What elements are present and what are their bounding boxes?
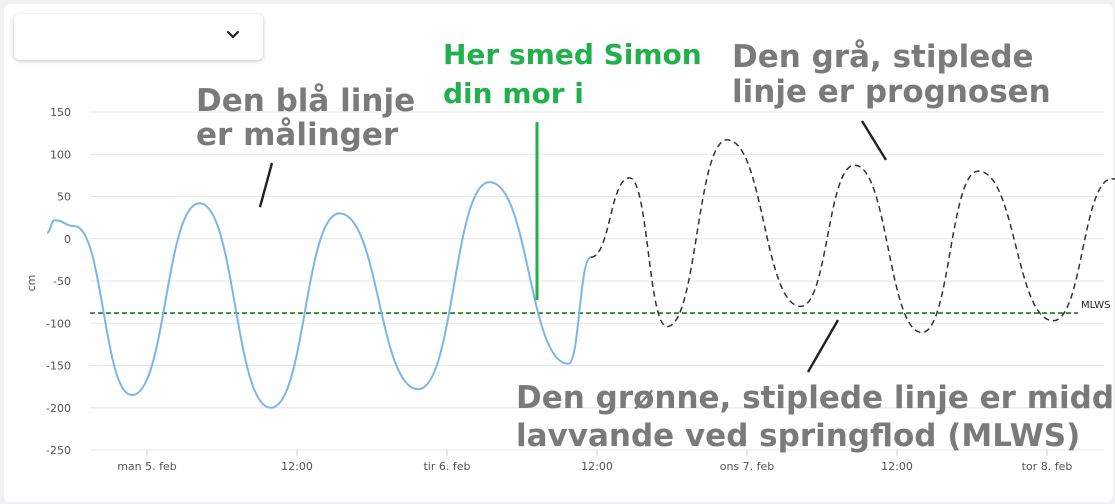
y-tick-label: -100 (46, 317, 71, 330)
annotation-pointer (860, 120, 888, 161)
grid-lines (90, 111, 1104, 451)
forecast-series-line (590, 139, 1115, 334)
x-tick-label: ons 7. feb (720, 460, 775, 473)
y-tick-label: -250 (46, 444, 71, 457)
annotation-text: Den blå linje (196, 83, 415, 119)
y-tick-label: -150 (46, 360, 71, 373)
annotation-text: linje er prognosen (732, 74, 1051, 110)
y-tick-label: 0 (64, 233, 71, 246)
y-tick-label: -200 (46, 402, 71, 415)
x-tick-label: 12:00 (581, 460, 613, 473)
reference-lines: MLWS (90, 300, 1111, 314)
y-axis-ticks: 150 100 50 0 -50 -100 -150 -200 -250 (46, 106, 71, 457)
x-axis-ticks: man 5. feb 12:00 tir 6. feb 12:00 ons 7. feb… (117, 450, 1073, 473)
x-tick-label: man 5. feb (117, 460, 177, 473)
x-tick-label: 12:00 (281, 460, 313, 473)
annotation-pointers (258, 120, 888, 373)
y-tick-label: -50 (53, 275, 71, 288)
mlws-label: MLWS (1081, 300, 1111, 311)
annotation-text: er målinger (196, 117, 399, 153)
x-tick-label: 12:00 (881, 460, 913, 473)
annotation-text: Her smed Simon (443, 38, 702, 71)
chevron-down-icon[interactable] (225, 27, 241, 43)
y-tick-label: 150 (50, 106, 71, 119)
annotation-text: Den grønne, stiplede linje er middel- (516, 380, 1115, 416)
annotation-pointer (258, 162, 274, 208)
annotation-text: lavvande ved springflod (MLWS) (516, 418, 1080, 454)
annotation-pointer (806, 319, 840, 373)
y-tick-label: 100 (50, 148, 71, 161)
x-tick-label: tor 8. feb (1022, 460, 1073, 473)
series-lines (46, 139, 1115, 409)
chart-card (4, 4, 1113, 502)
measured-series-line (46, 181, 592, 409)
annotation-text: din mor i (443, 77, 584, 110)
x-tick-label: tir 6. feb (423, 460, 470, 473)
location-dropdown[interactable] (14, 14, 263, 60)
annotation-text: Den grå, stiplede (732, 39, 1034, 75)
y-tick-label: 50 (57, 191, 71, 204)
y-axis-label: cm (25, 275, 38, 292)
